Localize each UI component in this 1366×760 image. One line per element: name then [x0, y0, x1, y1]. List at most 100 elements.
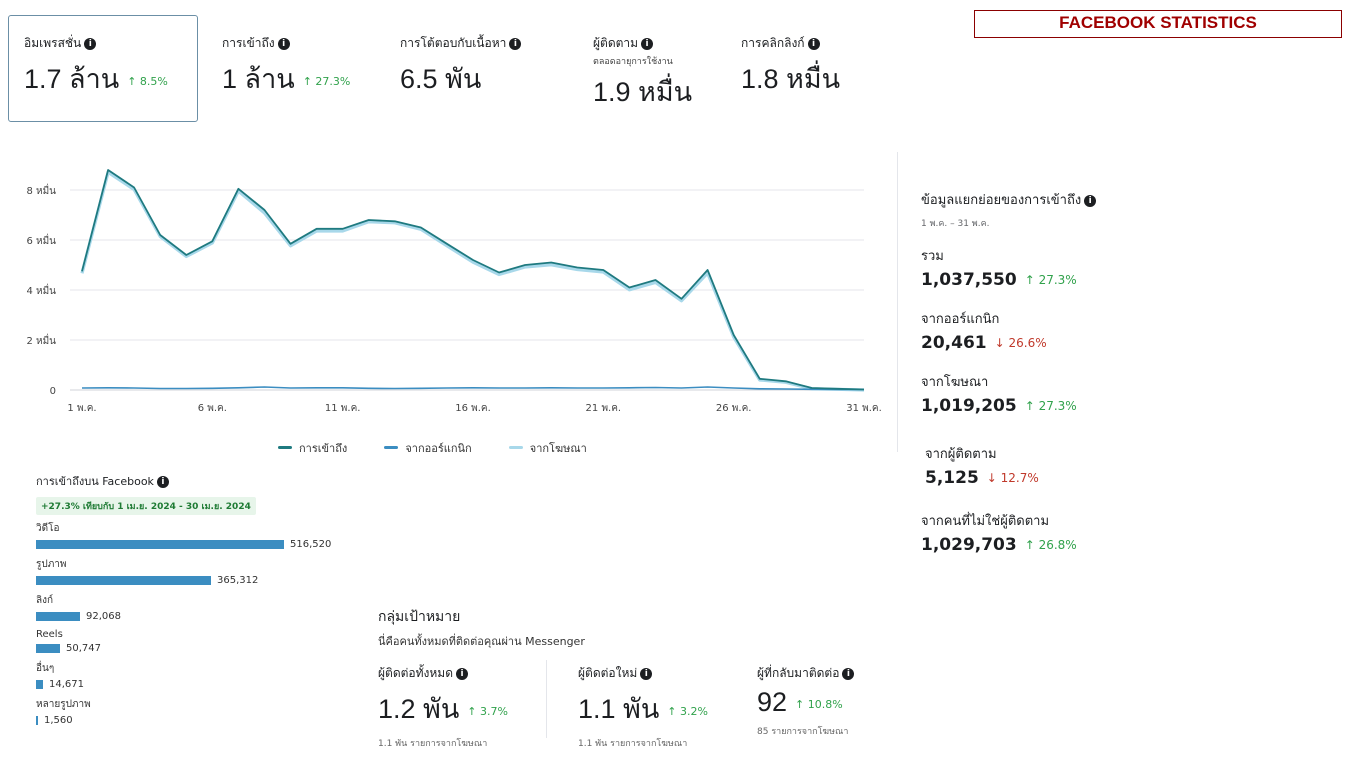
breakdown-delta: ↑ 27.3%	[1024, 273, 1077, 287]
breakdown-value: 1,037,550	[921, 270, 1017, 290]
audience-value: 1.2 พัน	[378, 694, 460, 724]
breakdown-label: จากผู้ติดตาม	[925, 447, 997, 462]
metric-label: การโต้ตอบกับเนื้อหา	[400, 36, 507, 50]
audience-delta: ↑ 3.2%	[667, 705, 708, 718]
breakdown-value: 5,125	[925, 468, 979, 488]
breakdown-label: รวม	[921, 249, 944, 264]
content-type-item: รูปภาพ 365,312	[36, 557, 356, 586]
breakdown-item-ads: จากโฆษณา 1,019,205 ↑ 27.3%	[921, 371, 1077, 416]
breakdown-item-followers: จากผู้ติดตาม 5,125 ↓ 12.7%	[925, 443, 1039, 488]
breakdown-item-non-followers: จากคนที่ไม่ใช่ผู้ติดตาม 1,029,703 ↑ 26.8%	[921, 510, 1077, 555]
series-line-0[interactable]	[81, 169, 865, 391]
metric-value: 1.9 หมื่น	[593, 77, 693, 107]
info-icon[interactable]: i	[509, 38, 522, 50]
audience-label: ผู้ที่กลับมาติดต่อ	[757, 666, 840, 680]
reach-breakdown-panel: ข้อมูลแยกย่อยของการเข้าถึง i 1 พ.ค. – 31 …	[921, 189, 1341, 230]
banner-title: FACEBOOK STATISTICS	[974, 10, 1342, 38]
content-type-value: 14,671	[49, 679, 84, 690]
fb-reach-panel: การเข้าถึงบน Facebook i +27.3% เทียบกับ 1…	[36, 472, 356, 733]
info-icon[interactable]: i	[807, 38, 820, 50]
metric-reach[interactable]: การเข้าถึง i 1 ล้าน ↑ 27.3%	[222, 34, 350, 100]
audience-note: 1.1 พัน รายการจากโฆษณา	[578, 739, 688, 749]
content-type-item: ลิงก์ 92,068	[36, 593, 356, 622]
legend-item-ads[interactable]: จากโฆษณา	[508, 439, 587, 457]
audience-label: ผู้ติดต่อใหม่	[578, 666, 638, 680]
breakdown-label: จากออร์แกนิก	[921, 312, 1000, 327]
series-line-2[interactable]	[80, 170, 865, 392]
breakdown-delta: ↓ 12.7%	[986, 471, 1039, 485]
fb-reach-title: การเข้าถึงบน Facebook	[36, 475, 154, 488]
legend-item-organic[interactable]: จากออร์แกนิก	[384, 439, 472, 457]
breakdown-item-total: รวม 1,037,550 ↑ 27.3%	[921, 245, 1077, 290]
audience-divider	[546, 660, 547, 738]
content-type-bar	[36, 680, 43, 689]
breakdown-item-organic: จากออร์แกนิก 20,461 ↓ 26.6%	[921, 308, 1047, 353]
series-line-1[interactable]	[81, 386, 864, 391]
content-type-bar	[36, 644, 60, 653]
breakdown-label: จากคนที่ไม่ใช่ผู้ติดตาม	[921, 514, 1050, 529]
audience-note: 85 รายการจากโฆษณา	[757, 727, 849, 737]
audience-note: 1.1 พัน รายการจากโฆษณา	[378, 739, 488, 749]
comparison-badge: +27.3% เทียบกับ 1 เม.ย. 2024 - 30 เม.ย. …	[36, 497, 256, 515]
content-type-label: วิดีโอ	[36, 523, 60, 534]
legend-swatch	[278, 446, 292, 449]
metric-link-clicks[interactable]: การคลิกลิงก์ i 1.8 หมื่น	[741, 34, 840, 100]
audience-subtitle: นี่คือคนทั้งหมดที่ติดต่อคุณผ่าน Messenge…	[378, 635, 585, 648]
x-tick-label: 21 พ.ค.	[586, 403, 622, 414]
content-type-item: อื่นๆ 14,671	[36, 661, 356, 690]
x-tick-label: 6 พ.ค.	[198, 403, 227, 414]
legend-swatch	[508, 446, 523, 449]
breakdown-value: 20,461	[921, 333, 987, 353]
info-icon[interactable]: i	[842, 668, 855, 680]
y-tick-label: 6 หมื่น	[26, 233, 56, 247]
section-divider	[897, 152, 898, 452]
legend-item-reach[interactable]: การเข้าถึง	[278, 439, 347, 457]
breakdown-delta: ↓ 26.6%	[994, 336, 1047, 350]
metric-impressions[interactable]: อิมเพรสชั่น i 1.7 ล้าน ↑ 8.5%	[24, 34, 168, 100]
content-type-value: 50,747	[66, 643, 101, 654]
metric-card-impressions-selected[interactable]	[8, 15, 198, 122]
info-icon[interactable]: i	[84, 38, 97, 50]
audience-new-contacts: ผู้ติดต่อใหม่ i 1.1 พัน ↑ 3.2% 1.1 พัน ราย…	[578, 664, 708, 750]
metric-value: 1.8 หมื่น	[741, 64, 841, 94]
metric-delta: ↑ 27.3%	[302, 75, 351, 88]
metric-label: การเข้าถึง	[222, 36, 275, 50]
content-type-value: 516,520	[290, 539, 332, 550]
metric-value: 1 ล้าน	[222, 64, 295, 94]
metric-engagement[interactable]: การโต้ตอบกับเนื้อหา i 6.5 พัน	[400, 34, 522, 100]
y-tick-label: 4 หมื่น	[26, 283, 56, 297]
y-tick-label: 2 หมื่น	[26, 333, 56, 347]
info-icon[interactable]: i	[640, 668, 653, 680]
y-tick-label: 8 หมื่น	[26, 183, 56, 197]
x-tick-label: 31 พ.ค.	[846, 403, 882, 414]
content-type-bar	[36, 612, 80, 621]
breakdown-title: ข้อมูลแยกย่อยของการเข้าถึง	[921, 193, 1082, 208]
metric-followers[interactable]: ผู้ติดตาม i ตลอดอายุการใช้งาน 1.9 หมื่น	[593, 34, 692, 113]
content-type-bar	[36, 576, 211, 585]
info-icon[interactable]: i	[641, 38, 654, 50]
metric-value: 1.7 ล้าน	[24, 64, 120, 94]
metric-label: ผู้ติดตาม	[593, 36, 639, 50]
metric-label: อิมเพรสชั่น	[24, 36, 82, 50]
content-type-label: รูปภาพ	[36, 559, 67, 570]
content-type-item: Reels 50,747	[36, 629, 356, 654]
info-icon[interactable]: i	[156, 476, 169, 488]
info-icon[interactable]: i	[1084, 195, 1097, 207]
audience-delta: ↑ 3.7%	[467, 705, 508, 718]
chart-legend: การเข้าถึง จากออร์แกนิก จากโฆษณา	[278, 434, 619, 457]
audience-panel: กลุ่มเป้าหมาย นี่คือคนทั้งหมดที่ติดต่อคุ…	[378, 606, 888, 650]
audience-value: 1.1 พัน	[578, 694, 660, 724]
audience-total-contacts: ผู้ติดต่อทั้งหมด i 1.2 พัน ↑ 3.7% 1.1 พัน …	[378, 664, 508, 750]
content-type-value: 92,068	[86, 611, 121, 622]
breakdown-delta: ↑ 27.3%	[1024, 399, 1077, 413]
breakdown-value: 1,019,205	[921, 396, 1017, 416]
info-icon[interactable]: i	[277, 38, 290, 50]
legend-label: การเข้าถึง	[299, 441, 348, 455]
x-tick-label: 11 พ.ค.	[325, 403, 361, 414]
x-tick-label: 1 พ.ค.	[67, 403, 96, 414]
info-icon[interactable]: i	[456, 668, 468, 680]
content-type-value: 365,312	[217, 575, 259, 586]
content-type-bar	[36, 716, 38, 725]
legend-label: จากออร์แกนิก	[405, 441, 472, 455]
breakdown-label: จากโฆษณา	[921, 375, 989, 390]
